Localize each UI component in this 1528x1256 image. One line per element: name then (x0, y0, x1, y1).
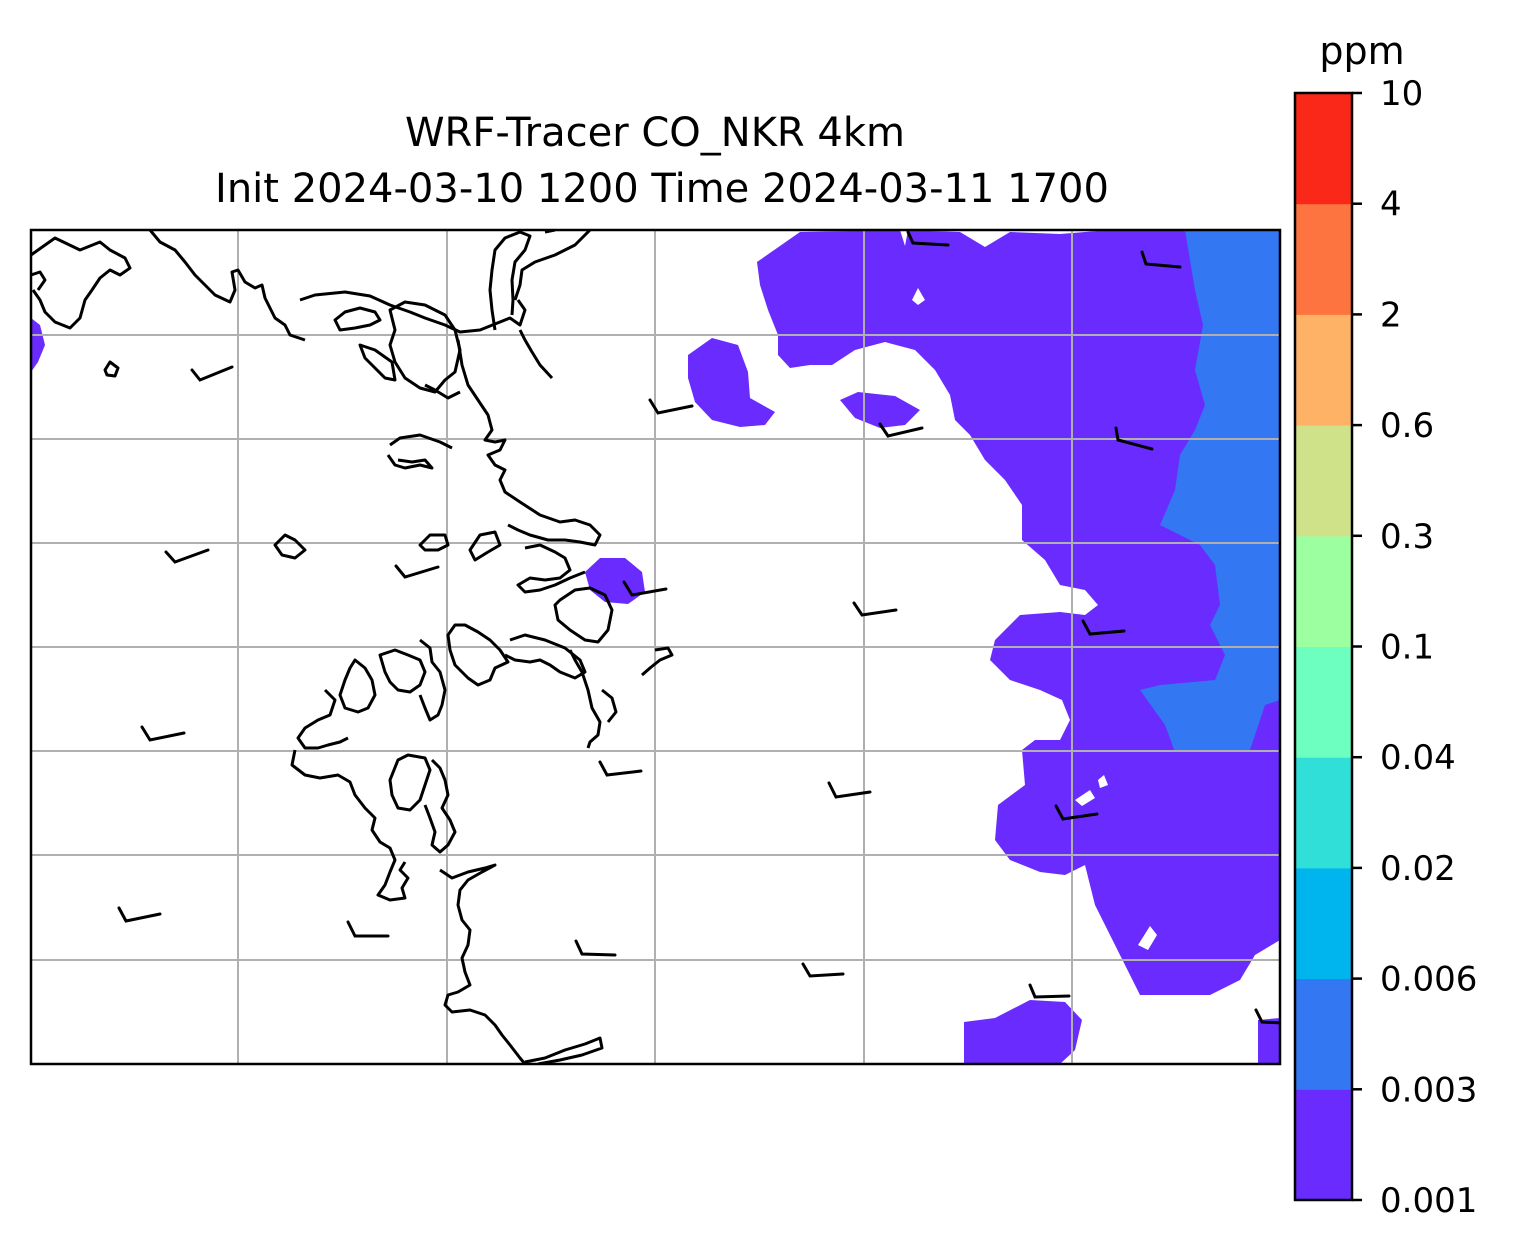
colorbar-tick-label: 0.001 (1380, 1181, 1477, 1221)
colorbar-band (1295, 757, 1352, 869)
wind-barb (878, 422, 924, 438)
wind-barb (827, 781, 872, 799)
wind-barb (801, 962, 845, 978)
colorbar-tick-label: 0.04 (1380, 738, 1456, 778)
colorbar-tick-label: 10 (1380, 74, 1423, 114)
wind-barb (1254, 1008, 1280, 1025)
colorbar-tick-label: 0.3 (1380, 517, 1434, 557)
colorbar-tick-label: 0.003 (1380, 1070, 1477, 1110)
tracer-contours (31, 230, 1280, 1064)
map-frame (29, 228, 1282, 1066)
contour-fill-purple-north-blob (688, 338, 775, 427)
coastline-misc (568, 646, 674, 749)
colorbar-band (1295, 425, 1352, 537)
coastline-central-maze (516, 543, 614, 644)
colorbar-band (1295, 646, 1352, 758)
colorbar-band (1295, 1089, 1352, 1201)
wind-barb (1140, 250, 1182, 269)
wind-barb (164, 548, 210, 564)
contour-hole-1 (912, 288, 925, 305)
wind-barb (906, 230, 950, 247)
map-title-line1: WRF-Tracer CO_NKR 4km (405, 110, 905, 156)
wind-barb (622, 580, 668, 597)
contour-fill-purple-ne-blob (840, 392, 920, 428)
map-gridlines (31, 230, 1280, 1064)
wind-barb (394, 564, 440, 579)
colorbar-ticks: 0.001 0.003 0.006 0.02 0.04 0.1 0.3 0.6 2 4 10 (1352, 74, 1477, 1221)
wind-barb (140, 725, 186, 742)
contour-hole-2 (1138, 926, 1157, 950)
contour-fill-purple-west-edge (31, 318, 45, 372)
coastline-north-shore (148, 230, 527, 342)
contour-hole-3 (1075, 790, 1095, 806)
contour-hole-4 (1098, 775, 1108, 788)
wind-barb (346, 920, 390, 938)
wind-barb (648, 398, 694, 415)
colorbar-unit-label: ppm (1319, 29, 1404, 73)
wind-barb (1028, 983, 1071, 999)
colorbar-band (1295, 314, 1352, 426)
colorbar: ppm 0.001 0.003 0.006 0.02 0.04 0.1 0.3 0.6 2 4 10 (1293, 29, 1477, 1221)
colorbar-bands (1295, 93, 1352, 1201)
coastline-northwest (31, 236, 132, 330)
wind-barb (574, 939, 617, 957)
wind-barb (1114, 426, 1154, 451)
contour-fill-blue-patch (1225, 615, 1245, 650)
colorbar-band (1295, 93, 1352, 205)
coastline-bay (358, 300, 462, 394)
contour-fill-purple-south-blob (964, 1000, 1082, 1064)
contour-fill-purple-east (757, 230, 1280, 995)
colorbar-tick-label: 0.006 (1380, 960, 1477, 1000)
contour-fill-purple-se-corner (1258, 1018, 1280, 1064)
colorbar-band (1295, 203, 1352, 315)
coastline-south-tail (439, 863, 604, 1064)
coastline-south-peninsula (296, 638, 447, 750)
wind-barb (117, 906, 162, 923)
wind-barb (852, 601, 898, 617)
coastline-southwest-arm (446, 623, 587, 687)
colorbar-tick-label: 0.1 (1380, 628, 1434, 668)
colorbar-band (1295, 535, 1352, 647)
colorbar-tick-label: 0.6 (1380, 406, 1434, 446)
wind-barb (1054, 804, 1099, 821)
colorbar-band (1295, 867, 1352, 980)
coastline-island-small (333, 306, 382, 332)
wind-barb (598, 760, 643, 777)
coastline-central-peninsula (386, 339, 602, 547)
coastline-mid-islands (103, 360, 502, 562)
wind-barbs (117, 230, 1280, 1025)
colorbar-tick-label: 0.02 (1380, 849, 1456, 889)
colorbar-tick-label: 2 (1380, 295, 1402, 335)
contour-hole-5 (900, 230, 908, 246)
coastline-inlet-left (488, 230, 532, 331)
colorbar-band (1295, 978, 1352, 1090)
coastline-south-chain (290, 749, 457, 902)
colorbar-tick-label: 4 (1380, 185, 1402, 225)
map-title-line2: Init 2024-03-10 1200 Time 2024-03-11 170… (215, 166, 1109, 212)
wind-barb (1081, 619, 1126, 636)
map-panel (29, 228, 1282, 1066)
wind-barb (190, 365, 234, 382)
